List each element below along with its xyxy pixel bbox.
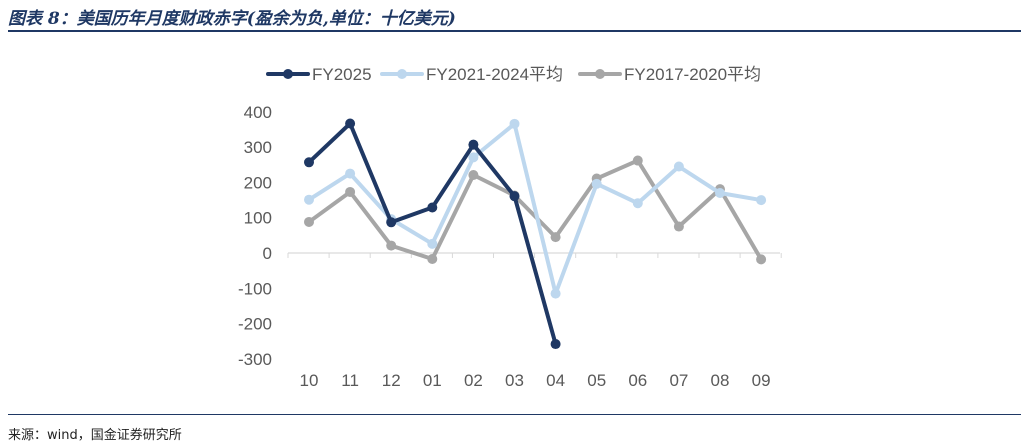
data-point xyxy=(550,288,561,299)
data-point xyxy=(427,238,438,249)
legend-label: FY2025 xyxy=(312,65,372,84)
legend-item: FY2021-2024平均 xyxy=(380,65,563,84)
data-point xyxy=(427,202,438,213)
data-point xyxy=(756,254,767,265)
data-point xyxy=(345,118,356,129)
data-point xyxy=(550,232,561,243)
x-tick-label: 07 xyxy=(669,371,688,390)
y-tick-label: 400 xyxy=(244,103,272,122)
data-point xyxy=(673,221,684,232)
data-point xyxy=(591,178,602,189)
legend: FY2025 FY2021-2024平均 FY2017-2020平均 xyxy=(266,65,761,84)
x-tick-label: 10 xyxy=(300,371,319,390)
data-point xyxy=(386,217,397,228)
data-point xyxy=(427,253,438,264)
x-tick-label: 06 xyxy=(628,371,647,390)
source-note: 来源：wind，国金证券研究所 xyxy=(8,428,182,443)
x-tick-label: 05 xyxy=(587,371,606,390)
x-tick-label: 01 xyxy=(423,371,442,390)
y-tick-label: 0 xyxy=(263,244,272,263)
series-line xyxy=(307,121,764,296)
data-point xyxy=(468,170,479,181)
data-point xyxy=(304,216,314,227)
y-tick-label: 100 xyxy=(244,209,272,228)
x-tick-label: 12 xyxy=(382,371,401,390)
legend-swatch-marker xyxy=(397,69,407,79)
chart-title: 图表 8：美国历年月度财政赤字(盈余为负,单位：十亿美元) xyxy=(8,9,456,29)
x-tick-label: 08 xyxy=(711,371,730,390)
legend-swatch-marker xyxy=(283,69,293,79)
data-point xyxy=(632,155,643,166)
data-point xyxy=(386,240,397,251)
data-point xyxy=(304,194,314,205)
legend-label: FY2017-2020平均 xyxy=(624,65,761,84)
data-point xyxy=(345,186,356,197)
y-axis: -300 -200 -100 0 100 200 300 400 xyxy=(238,103,272,369)
series-line xyxy=(307,121,558,347)
series-group xyxy=(304,118,767,350)
bottom-rule xyxy=(8,414,1021,415)
data-point xyxy=(509,118,520,129)
x-tick-label: 04 xyxy=(546,371,565,390)
data-point xyxy=(550,339,561,350)
y-tick-label: -300 xyxy=(238,350,272,369)
data-point xyxy=(632,198,643,209)
y-tick-label: -200 xyxy=(238,315,272,334)
top-rule xyxy=(8,30,1021,32)
x-axis: 10 11 12 01 02 03 04 05 06 07 08 09 xyxy=(287,252,782,390)
data-point xyxy=(468,139,479,150)
y-tick-label: 300 xyxy=(244,138,272,157)
legend-item: FY2017-2020平均 xyxy=(578,65,761,84)
data-point xyxy=(345,168,356,179)
series-1 xyxy=(304,118,767,299)
x-tick-label: 09 xyxy=(752,371,771,390)
y-tick-label: -100 xyxy=(238,279,272,298)
x-tick-label: 11 xyxy=(341,371,359,390)
data-point xyxy=(673,161,684,172)
legend-label: FY2021-2024平均 xyxy=(426,65,563,84)
legend-item: FY2025 xyxy=(266,65,372,84)
data-point xyxy=(715,188,725,199)
x-tick-label: 02 xyxy=(464,371,483,390)
data-point xyxy=(468,152,479,163)
x-tick-label: 03 xyxy=(505,371,524,390)
series-0 xyxy=(304,118,561,350)
data-point xyxy=(304,157,314,168)
data-point xyxy=(509,191,520,202)
legend-swatch-marker xyxy=(595,69,605,79)
y-tick-label: 200 xyxy=(244,173,272,192)
data-point xyxy=(756,195,767,206)
